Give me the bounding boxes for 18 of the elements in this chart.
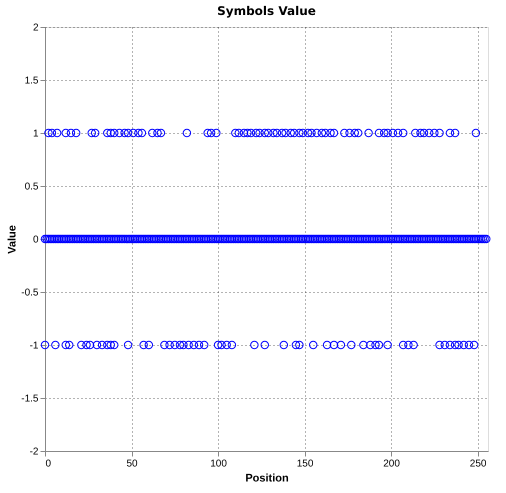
y-tick-label: 0 (32, 234, 39, 246)
y-tick-label: 1 (32, 128, 39, 140)
x-tick-label: 150 (296, 458, 314, 470)
x-tick-label: 200 (383, 458, 400, 470)
y-tick-label: -1.5 (21, 394, 39, 404)
y-tick-label: 0.5 (24, 182, 39, 192)
y-tick-label: 2 (32, 22, 39, 34)
y-tick-label: -0.5 (21, 288, 39, 298)
x-tick-label: 0 (46, 458, 52, 470)
y-tick-label: 1.5 (24, 76, 39, 86)
x-tick-label: 50 (126, 458, 138, 470)
x-axis-title: Position (245, 472, 289, 484)
x-tick-label: 100 (210, 458, 228, 470)
chart-title: Symbols Value (217, 4, 316, 18)
y-axis-title: Value (6, 225, 18, 254)
y-tick-label: -2 (30, 446, 39, 458)
x-tick-label: 250 (470, 458, 487, 470)
y-tick-label: -1 (30, 340, 39, 352)
